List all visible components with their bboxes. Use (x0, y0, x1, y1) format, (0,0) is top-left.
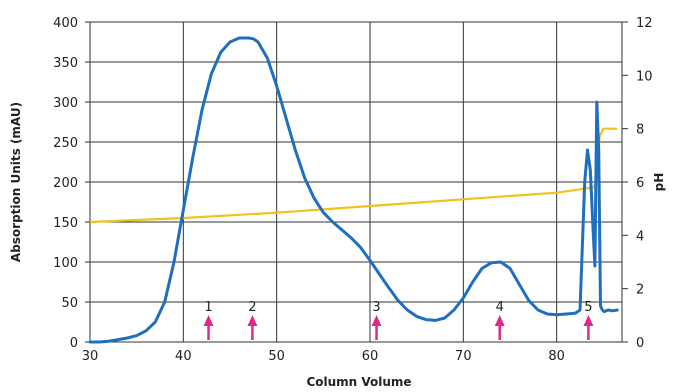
y-tick-label: 0 (70, 336, 78, 351)
x-tick-label: 80 (548, 349, 565, 364)
ph-series-line (89, 127, 618, 224)
absorbance-series-line (88, 36, 619, 344)
y2-tick-label: 10 (636, 69, 653, 84)
marker-arrow-head (203, 315, 214, 326)
y-axis-title: Absorption Units (mAU) (9, 102, 23, 262)
x-tick-label: 30 (82, 349, 99, 364)
y2-tick-label: 8 (636, 123, 644, 138)
x-tick-label: 70 (455, 349, 472, 364)
marker-arrow-head (494, 315, 505, 326)
fraction-markers: 1 2 3 4 5 (203, 300, 594, 340)
x-axis-title: Column Volume (306, 375, 411, 389)
marker-arrow-head (371, 315, 382, 326)
marker-label: 4 (496, 300, 504, 315)
y2-tick-label: 2 (636, 283, 644, 298)
grid-lines (85, 21, 622, 343)
x-tick-label: 60 (362, 349, 379, 364)
tick-labels: 30 40 50 60 70 80 0 50 100 150 200 250 300 350 400 0 2 4 6… (53, 16, 652, 364)
x-tick-label: 40 (175, 349, 192, 364)
marker-label: 5 (584, 300, 592, 315)
marker-arrow-head (247, 315, 258, 326)
y-tick-label: 50 (61, 296, 78, 311)
marker-label: 3 (372, 300, 380, 315)
y2-tick-label: 12 (636, 16, 653, 31)
y-tick-label: 300 (53, 96, 78, 111)
y-tick-label: 100 (53, 256, 78, 271)
y2-tick-label: 4 (636, 229, 644, 244)
y2-axis-title: pH (652, 173, 666, 192)
y-tick-label: 400 (53, 16, 78, 31)
marker-label: 2 (248, 300, 256, 315)
y2-tick-label: 6 (636, 176, 644, 191)
marker-arrow-head (583, 315, 594, 326)
y-tick-label: 200 (53, 176, 78, 191)
marker-label: 1 (204, 300, 212, 315)
y2-tick-label: 0 (636, 336, 644, 351)
right-axis-ticks (622, 21, 628, 343)
series-group (88, 36, 619, 344)
y-tick-label: 250 (53, 136, 78, 151)
y-tick-label: 350 (53, 56, 78, 71)
x-tick-label: 50 (268, 349, 285, 364)
y-tick-label: 150 (53, 216, 78, 231)
